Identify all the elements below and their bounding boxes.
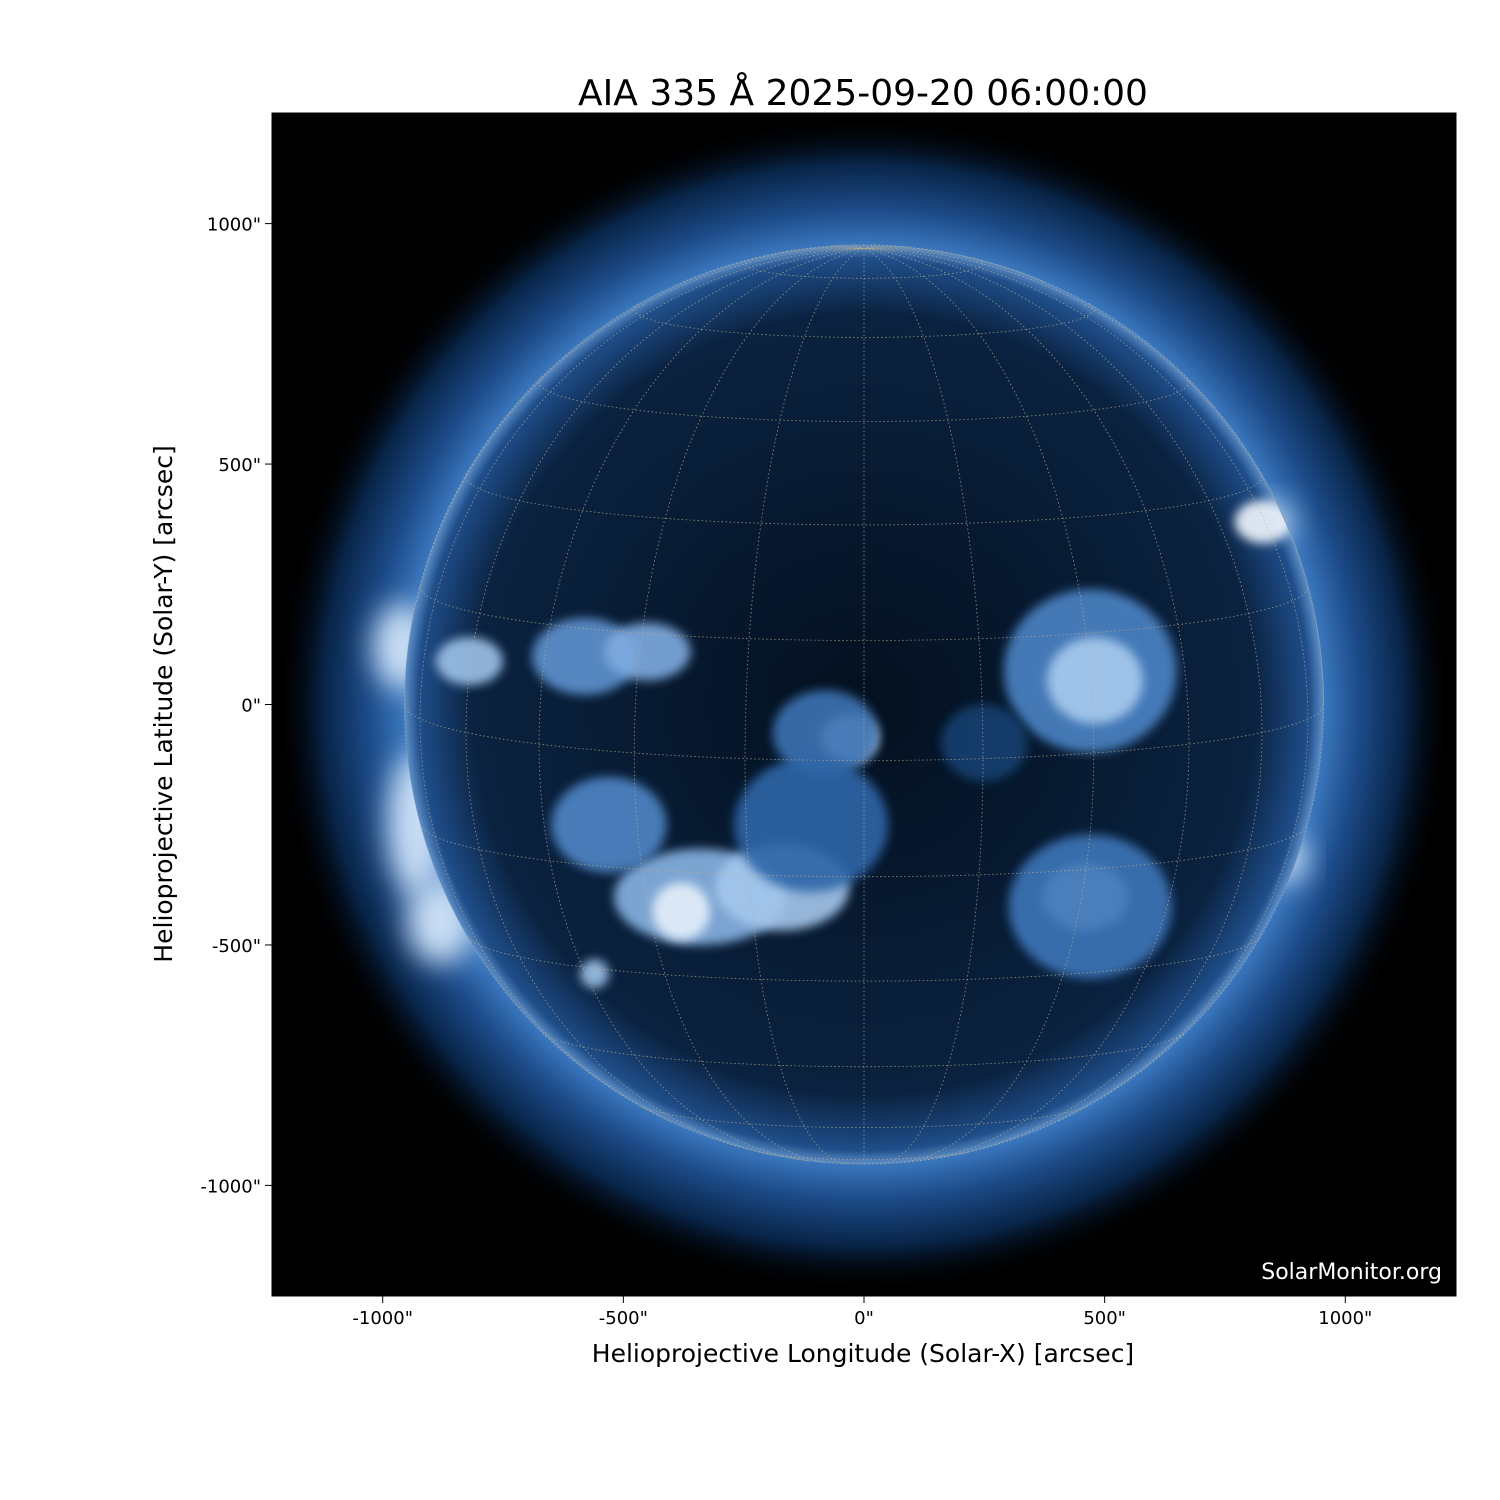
active-region [772, 690, 879, 777]
active-region [604, 622, 691, 681]
longitude-gridline [863, 247, 1190, 1162]
latitude-gridline [744, 257, 984, 279]
latitude-gridline [633, 303, 1095, 338]
longitude-gridline [863, 247, 1263, 1155]
active-region [435, 637, 503, 686]
latitude-gridline [467, 937, 1261, 982]
longitude-gridline [863, 247, 1309, 1122]
x-tick-label: -500" [599, 1308, 648, 1329]
active-region [1047, 637, 1144, 724]
x-axis-label: Helioprojective Longitude (Solar-X) [arc… [592, 1339, 1134, 1368]
watermark: SolarMonitor.org [1261, 1260, 1442, 1285]
longitude-gridline [863, 247, 1045, 283]
active-region [551, 776, 667, 873]
x-tick-label: 0" [854, 1308, 874, 1329]
active-region [652, 882, 710, 941]
longitude-gridline [831, 245, 865, 249]
limb-line [403, 244, 1325, 1165]
latitude-gridline [640, 1106, 1088, 1128]
latitude-gridline [419, 824, 1309, 878]
longitude-gridline [781, 246, 865, 253]
active-region [1008, 834, 1172, 979]
chart-title: AIA 335 Å 2025-09-20 06:00:00 [578, 71, 1148, 114]
longitude-gridline [683, 247, 865, 283]
longitude-gridline [419, 247, 865, 1122]
x-tick-label: 1000" [1318, 1308, 1372, 1329]
x-tick-label: 500" [1083, 1308, 1126, 1329]
y-axis-label: Helioprojective Latitude (Solar-Y) [arcs… [149, 445, 178, 962]
y-tick-label: 500" [218, 455, 261, 476]
active-region [580, 959, 609, 989]
x-tick-label: -1000" [352, 1308, 413, 1329]
y-tick-label: 0" [241, 696, 261, 717]
longitude-gridline [863, 246, 947, 253]
y-tick-label: -1000" [200, 1176, 261, 1197]
active-region [734, 757, 888, 892]
longitude-gridline [465, 247, 865, 1155]
latitude-gridline [758, 1151, 970, 1161]
sun-disk [275, 116, 1453, 1293]
active-region [941, 704, 1028, 782]
active-region [1234, 500, 1293, 544]
y-tick-label: -500" [212, 936, 261, 957]
longitude-gridline [538, 247, 865, 1162]
latitude-gridline [538, 377, 1190, 422]
y-tick-label: 1000" [207, 215, 261, 236]
